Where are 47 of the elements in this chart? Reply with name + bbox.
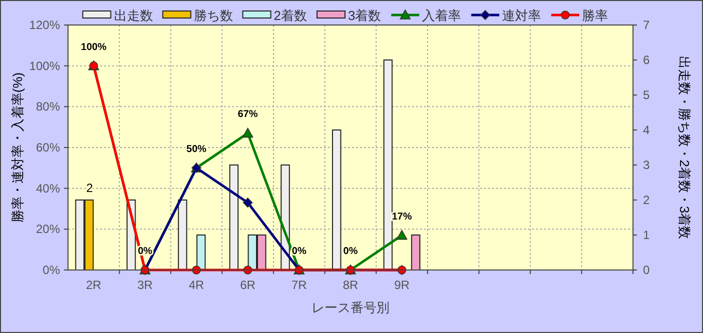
x-tick-label: 9R bbox=[394, 278, 410, 292]
bar bbox=[178, 200, 188, 270]
x-tick-label: 4R bbox=[188, 278, 204, 292]
y2-tick-label: 7 bbox=[643, 18, 650, 32]
x-tick-label: 6R bbox=[240, 278, 256, 292]
data-label: 17% bbox=[392, 211, 412, 222]
legend-label: 2着数 bbox=[274, 8, 307, 23]
data-label: 50% bbox=[186, 144, 207, 155]
y-tick-label: 100% bbox=[29, 58, 60, 73]
y2-axis-title: 出走数・勝ち数・2着数・3着数 bbox=[677, 56, 692, 240]
bar bbox=[332, 130, 342, 270]
legend-label: 入着率 bbox=[422, 8, 462, 23]
y-tick-label: 80% bbox=[36, 100, 60, 114]
y-axis-title: 勝率・連対率・入着率(%) bbox=[10, 72, 25, 223]
y-tick-label: 120% bbox=[29, 18, 60, 32]
y2-tick-label: 2 bbox=[643, 193, 650, 207]
point bbox=[396, 230, 408, 240]
y-tick-label: 60% bbox=[36, 140, 60, 154]
y2-tick-label: 3 bbox=[643, 158, 650, 172]
y2-tick-label: 1 bbox=[643, 228, 650, 242]
y-tick-label: 20% bbox=[36, 222, 60, 236]
x-axis-title: レース番号別 bbox=[312, 300, 390, 315]
y-tick-label: 40% bbox=[36, 181, 60, 196]
y2-tick-label: 6 bbox=[643, 53, 650, 67]
legend-label: 勝率 bbox=[582, 8, 608, 23]
data-label: 100% bbox=[80, 42, 107, 53]
legend-label: 連対率 bbox=[502, 8, 542, 23]
bar bbox=[196, 234, 206, 270]
bar bbox=[411, 234, 420, 270]
data-label: 67% bbox=[238, 109, 258, 120]
y-tick-label: 0% bbox=[42, 263, 60, 277]
y2-tick-label: 0 bbox=[643, 263, 650, 277]
legend-label: 3着数 bbox=[348, 8, 382, 23]
legend-label: 出走数 bbox=[114, 8, 153, 23]
x-tick-label: 2R bbox=[86, 278, 102, 292]
legend-label: 勝ち数 bbox=[194, 8, 233, 23]
data-label: 2 bbox=[86, 181, 94, 195]
bar bbox=[229, 164, 239, 270]
x-tick-label: 8R bbox=[342, 278, 358, 292]
x-tick-label: 7R bbox=[291, 278, 308, 292]
y2-tick-label: 4 bbox=[643, 123, 650, 137]
bar bbox=[383, 60, 393, 270]
x-tick-label: 3R bbox=[137, 278, 154, 292]
data-label: 0% bbox=[343, 246, 358, 257]
point bbox=[242, 128, 254, 138]
point bbox=[242, 198, 253, 208]
y2-tick-label: 5 bbox=[643, 88, 650, 102]
